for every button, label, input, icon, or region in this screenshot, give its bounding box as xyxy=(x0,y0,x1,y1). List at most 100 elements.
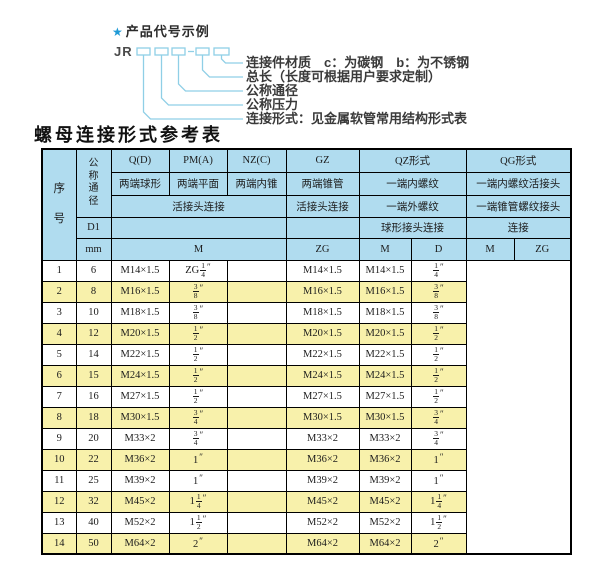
qg-m-value: M24×1.5 xyxy=(358,364,412,387)
d1-value: 15 xyxy=(75,364,112,387)
qz-m-value xyxy=(226,301,287,324)
m-thread-value: M45×2 xyxy=(110,490,170,513)
table-row: 11 25 M39×2 1″ M39×2 M39×2 1″ xyxy=(41,469,571,492)
d1-value: 16 xyxy=(75,385,112,408)
zg-thread-value: 1 2 ″ xyxy=(168,385,228,408)
d1-value: 25 xyxy=(75,469,112,492)
qz-d-value: M24×1.5 xyxy=(285,364,360,387)
qz-m-value xyxy=(226,448,287,471)
qz-m-value xyxy=(226,322,287,345)
qg-zg-value: 1″ xyxy=(410,469,467,492)
code-leader-lines xyxy=(136,47,243,120)
qg-zg-value: 3 8 ″ xyxy=(410,280,467,303)
d1-value: 14 xyxy=(75,343,112,366)
header-blank-2 xyxy=(285,216,360,239)
header-gz-conn: 活接头连接 xyxy=(285,194,360,218)
zg-thread-value: 2″ xyxy=(168,532,228,555)
qg-zg-value: 1 1 2 ″ xyxy=(410,511,467,534)
label-nominal-pressure: 公称压力 xyxy=(246,97,299,112)
zg-thread-value: 3 8 ″ xyxy=(168,280,228,303)
qg-zg-value: 3 8 ″ xyxy=(410,301,467,324)
qz-m-value xyxy=(226,364,287,387)
m-thread-value: M14×1.5 xyxy=(110,259,170,282)
qg-m-value: M39×2 xyxy=(358,469,412,492)
d1-value: 20 xyxy=(75,427,112,450)
header-qg-desc1: 一端内螺纹活接头 xyxy=(465,171,572,196)
header-col-pm: PM(A) xyxy=(168,148,228,173)
product-code-heading: ★ 产品代号示例 xyxy=(112,21,210,40)
row-number: 14 xyxy=(41,532,77,555)
header-nz-desc: 两端内锥 xyxy=(226,171,287,196)
qz-m-value xyxy=(226,406,287,429)
label-total-length: 总长（长度可根据用户要求定制） xyxy=(246,69,442,84)
zg-thread-value: 1″ xyxy=(168,448,228,471)
m-thread-value: M22×1.5 xyxy=(110,343,170,366)
header-m: M xyxy=(110,237,287,261)
table-row: 14 50 M64×2 2″ M64×2 M64×2 2″ xyxy=(41,532,571,555)
table-title: 螺母连接形式参考表 xyxy=(34,125,223,146)
table-row: 7 16 M27×1.5 1 2 ″ M27×1.5 M27×1.5 1 2 ″ xyxy=(41,385,571,408)
header-blank-1 xyxy=(110,216,287,239)
d1-value: 8 xyxy=(75,280,112,303)
header-qz-desc2: 一端外螺纹 xyxy=(358,194,467,218)
row-number: 4 xyxy=(41,322,77,345)
header-zg: ZG xyxy=(285,237,360,261)
star-icon: ★ xyxy=(112,25,124,39)
m-thread-value: M36×2 xyxy=(110,448,170,471)
table-row: 10 22 M36×2 1″ M36×2 M36×2 1″ xyxy=(41,448,571,471)
qg-m-value: M27×1.5 xyxy=(358,385,412,408)
code-box xyxy=(171,47,186,56)
code-box xyxy=(154,47,169,56)
row-number: 2 xyxy=(41,280,77,303)
row-number: 10 xyxy=(41,448,77,471)
table-row: 1 6 M14×1.5 ZG 1 4 ″ M14×1.5 M14×1.5 1 4 ″ xyxy=(41,259,571,282)
qg-zg-value: 3 4 ″ xyxy=(410,406,467,429)
qg-zg-value: 1 2 ″ xyxy=(410,364,467,387)
qg-m-value: M16×1.5 xyxy=(358,280,412,303)
qg-zg-value: 1 2 ″ xyxy=(410,385,467,408)
header-qg-desc2: 一端锥管螺纹接头 xyxy=(465,194,572,218)
qg-m-value: M64×2 xyxy=(358,532,412,555)
qz-d-value: M27×1.5 xyxy=(285,385,360,408)
m-thread-value: M33×2 xyxy=(110,427,170,450)
code-box xyxy=(136,47,151,56)
row-number: 3 xyxy=(41,301,77,324)
header-pm-desc: 两端平面 xyxy=(168,171,228,196)
header-mm: mm xyxy=(75,237,112,261)
qg-m-value: M52×2 xyxy=(358,511,412,534)
row-number: 9 xyxy=(41,427,77,450)
table-row: 3 10 M18×1.5 3 8 ″ M18×1.5 M18×1.5 3 8 ″ xyxy=(41,301,571,324)
d1-value: 22 xyxy=(75,448,112,471)
table-row: 8 18 M30×1.5 3 4 ″ M30×1.5 M30×1.5 3 4 ″ xyxy=(41,406,571,429)
qz-d-value: M30×1.5 xyxy=(285,406,360,429)
qg-zg-value: 3 4 ″ xyxy=(410,427,467,450)
d1-value: 18 xyxy=(75,406,112,429)
qz-m-value xyxy=(226,469,287,492)
zg-thread-value: 1 2 ″ xyxy=(168,322,228,345)
qg-m-value: M33×2 xyxy=(358,427,412,450)
qz-d-value: M33×2 xyxy=(285,427,360,450)
qz-m-value xyxy=(226,427,287,450)
qg-m-value: M14×1.5 xyxy=(358,259,412,282)
product-code-prefix: JR xyxy=(114,44,133,59)
label-connection-type: 连接形式：见金属软管常用结构形式表 xyxy=(246,111,468,126)
row-number: 6 xyxy=(41,364,77,387)
m-thread-value: M27×1.5 xyxy=(110,385,170,408)
leader-line-length xyxy=(201,55,243,78)
qz-m-value xyxy=(226,385,287,408)
d1-value: 12 xyxy=(75,322,112,345)
qg-m-value: M30×1.5 xyxy=(358,406,412,429)
zg-thread-value: 1 1 2 ″ xyxy=(168,511,228,534)
qg-m-value: M18×1.5 xyxy=(358,301,412,324)
qg-m-value: M20×1.5 xyxy=(358,322,412,345)
leader-line-connection xyxy=(142,55,243,120)
qz-d-value: M18×1.5 xyxy=(285,301,360,324)
m-thread-value: M18×1.5 xyxy=(110,301,170,324)
qg-m-value: M36×2 xyxy=(358,448,412,471)
qg-m-value: M22×1.5 xyxy=(358,343,412,366)
code-box xyxy=(195,47,210,56)
qg-zg-value: 1 2 ″ xyxy=(410,322,467,345)
header-qz-desc1: 一端内螺纹 xyxy=(358,171,467,196)
zg-thread-value: 1 2 ″ xyxy=(168,364,228,387)
qz-d-value: M64×2 xyxy=(285,532,360,555)
